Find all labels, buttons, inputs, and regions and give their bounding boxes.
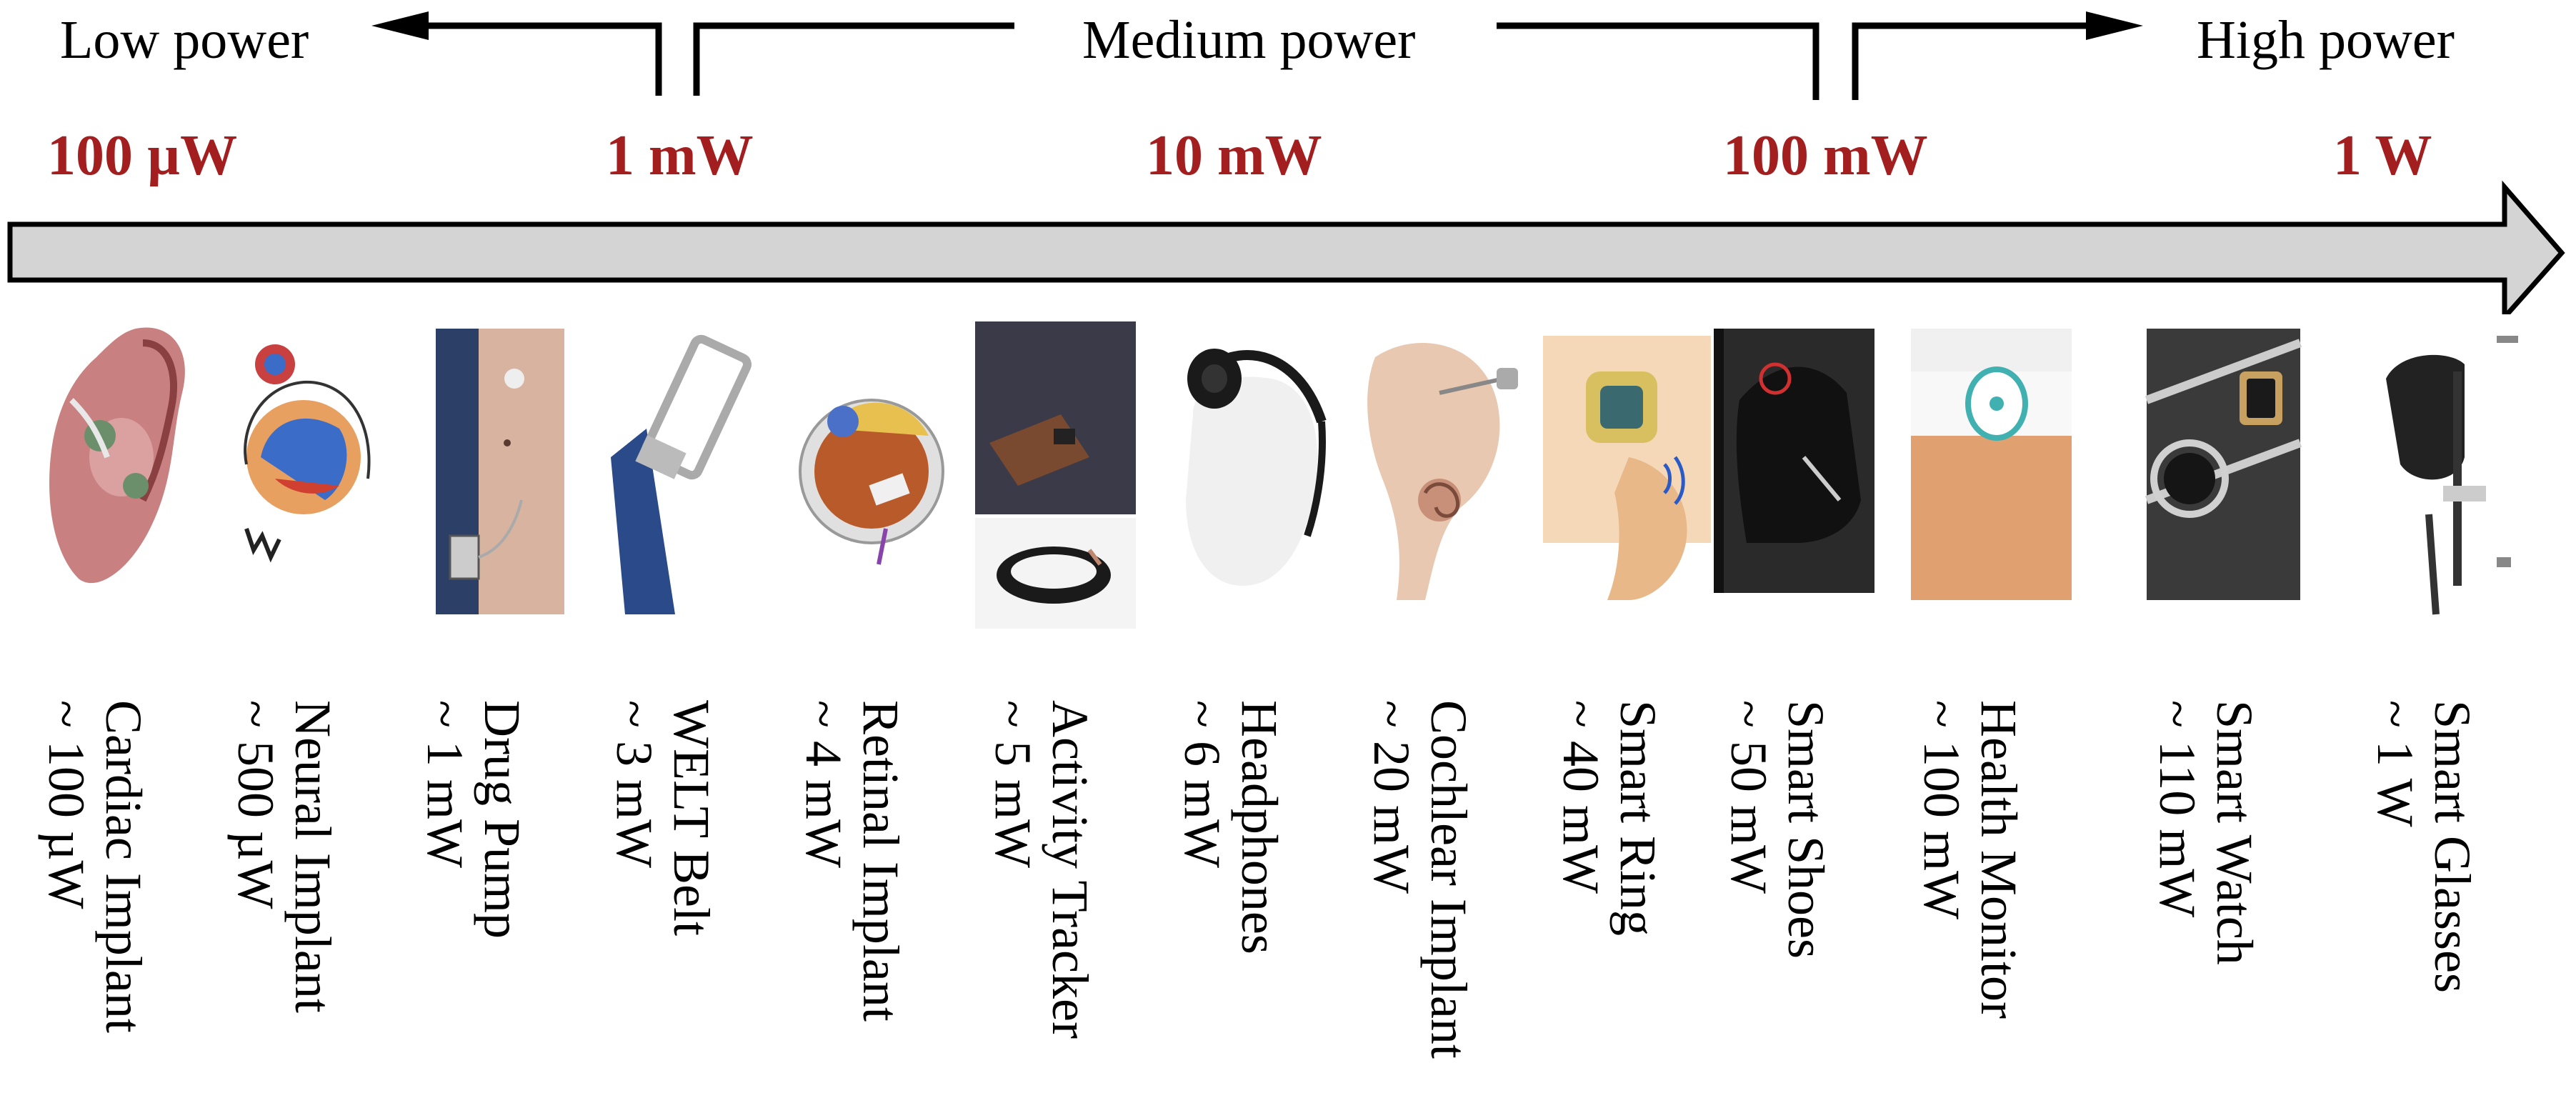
- power-axis-arrow: [7, 180, 2565, 314]
- brain-icon: [218, 314, 386, 629]
- scale-label-10mw: 10 mW: [1146, 124, 1322, 187]
- device-name-label: Smart Watch: [2206, 700, 2263, 965]
- device-smart-watch: ~ 110 mW Smart Watch: [2140, 314, 2307, 1103]
- low-power-arrowhead: [371, 11, 429, 40]
- scale-label-1w: 1 W: [2333, 124, 2432, 187]
- ring-icon: [1543, 314, 1711, 629]
- device-power-label: ~ 100 mW: [1913, 700, 1970, 919]
- device-name-label: Retinal Implant: [852, 700, 909, 1022]
- scale-label-1mw: 1 mW: [606, 124, 754, 187]
- device-power-label: ~ 6 mW: [1174, 700, 1231, 868]
- device-name-label: Cochlear Implant: [1420, 700, 1477, 1059]
- armband-icon: [1904, 314, 2072, 629]
- device-welt-belt: ~ 3 mW WELT Belt: [596, 314, 764, 1103]
- device-name-label: Drug Pump: [474, 700, 531, 939]
- device-power-label: ~ 100 µW: [38, 700, 95, 909]
- ear-icon: [1354, 314, 1522, 629]
- device-power-label: ~ 5 mW: [984, 700, 1042, 868]
- power-axis-graphics: [7, 11, 2565, 314]
- low-power-bracket: [421, 22, 662, 96]
- device-name-label: Headphones: [1231, 700, 1288, 954]
- device-name-label: Smart Ring: [1609, 700, 1667, 937]
- headphones-icon: [1164, 314, 1332, 629]
- medium-power-bracket: [693, 22, 1819, 100]
- watch-icon: [2140, 314, 2307, 629]
- device-power-label: ~ 1 mW: [416, 700, 474, 868]
- glasses-icon: [2357, 314, 2525, 629]
- device-headphones: ~ 6 mW Headphones: [1164, 314, 1332, 1103]
- device-power-label: ~ 20 mW: [1363, 700, 1420, 894]
- device-name-label: Smart Shoes: [1777, 700, 1834, 959]
- belt-icon: [596, 314, 764, 629]
- device-name-label: Health Monitor: [1970, 700, 2027, 1019]
- device-name-label: Cardiac Implant: [95, 700, 152, 1033]
- device-cardiac-implant: ~ 100 µW Cardiac Implant: [29, 314, 196, 1103]
- device-drug-pump: ~ 1 mW Drug Pump: [407, 314, 575, 1103]
- device-name-label: WELT Belt: [663, 700, 720, 936]
- device-smart-shoes: ~ 50 mW Smart Shoes: [1711, 314, 1879, 1103]
- device-power-label: ~ 500 µW: [227, 700, 284, 909]
- device-name-label: Smart Glasses: [2424, 700, 2481, 993]
- device-retinal-implant: ~ 4 mW Retinal Implant: [786, 314, 954, 1103]
- heart-icon: [29, 314, 196, 629]
- device-smart-ring: ~ 40 mW Smart Ring: [1543, 314, 1711, 1103]
- device-power-label: ~ 3 mW: [606, 700, 663, 868]
- device-power-label: ~ 110 mW: [2149, 700, 2206, 918]
- high-power-label: High power: [2197, 10, 2455, 70]
- scale-label-100uw: 100 µW: [47, 124, 238, 187]
- low-power-label: Low power: [60, 10, 309, 70]
- eye-icon: [786, 314, 954, 629]
- device-activity-tracker: ~ 5 mW Activity Tracker: [975, 314, 1143, 1103]
- high-power-bracket: [1852, 22, 2093, 100]
- device-power-label: ~ 1 W: [2367, 700, 2424, 827]
- device-smart-glasses: ~ 1 W Smart Glasses: [2357, 314, 2525, 1103]
- medium-power-label: Medium power: [1082, 10, 1416, 70]
- high-power-arrowhead: [2086, 11, 2143, 40]
- shoe-icon: [1711, 314, 1879, 629]
- drug-pump-icon: [407, 314, 575, 629]
- wristband-icon: [975, 314, 1143, 629]
- device-neural-implant: ~ 500 µW Neural Implant: [218, 314, 386, 1103]
- device-cochlear-implant: ~ 20 mW Cochlear Implant: [1354, 314, 1522, 1103]
- device-power-label: ~ 4 mW: [795, 700, 852, 868]
- device-power-label: ~ 40 mW: [1552, 700, 1609, 894]
- device-name-label: Activity Tracker: [1042, 700, 1099, 1039]
- device-name-label: Neural Implant: [284, 700, 341, 1013]
- device-power-label: ~ 50 mW: [1720, 700, 1777, 894]
- scale-label-100mw: 100 mW: [1723, 124, 1928, 187]
- device-health-monitor: ~ 100 mW Health Monitor: [1904, 314, 2072, 1103]
